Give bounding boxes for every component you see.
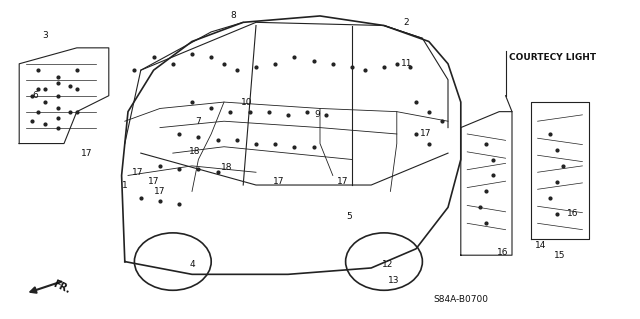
Text: 9: 9 xyxy=(314,110,319,119)
Text: 16: 16 xyxy=(497,248,508,256)
Text: 3: 3 xyxy=(42,31,47,40)
Text: 17: 17 xyxy=(148,177,159,186)
Text: 6: 6 xyxy=(33,91,38,100)
Text: S84A-B0700: S84A-B0700 xyxy=(433,295,488,304)
Text: 2: 2 xyxy=(404,18,409,27)
Text: 15: 15 xyxy=(554,251,566,260)
Text: 12: 12 xyxy=(381,260,393,269)
Text: 17: 17 xyxy=(132,168,143,177)
Text: COURTECY LIGHT: COURTECY LIGHT xyxy=(509,53,596,62)
Text: 7: 7 xyxy=(196,117,201,126)
Text: 1: 1 xyxy=(122,181,127,189)
Text: 8: 8 xyxy=(231,11,236,20)
Text: 11: 11 xyxy=(401,59,412,68)
Text: 17: 17 xyxy=(273,177,284,186)
Text: 17: 17 xyxy=(154,187,166,196)
Text: 17: 17 xyxy=(337,177,348,186)
Text: 18: 18 xyxy=(189,147,201,156)
Text: 17: 17 xyxy=(420,130,431,138)
Text: FR.: FR. xyxy=(51,279,72,295)
Text: 13: 13 xyxy=(388,276,399,285)
Text: 16: 16 xyxy=(567,209,579,218)
Text: 10: 10 xyxy=(241,98,252,107)
Text: 4: 4 xyxy=(189,260,195,269)
Text: 14: 14 xyxy=(535,241,547,250)
Text: 5: 5 xyxy=(346,212,351,221)
Text: 17: 17 xyxy=(81,149,92,158)
Text: 18: 18 xyxy=(221,163,233,172)
